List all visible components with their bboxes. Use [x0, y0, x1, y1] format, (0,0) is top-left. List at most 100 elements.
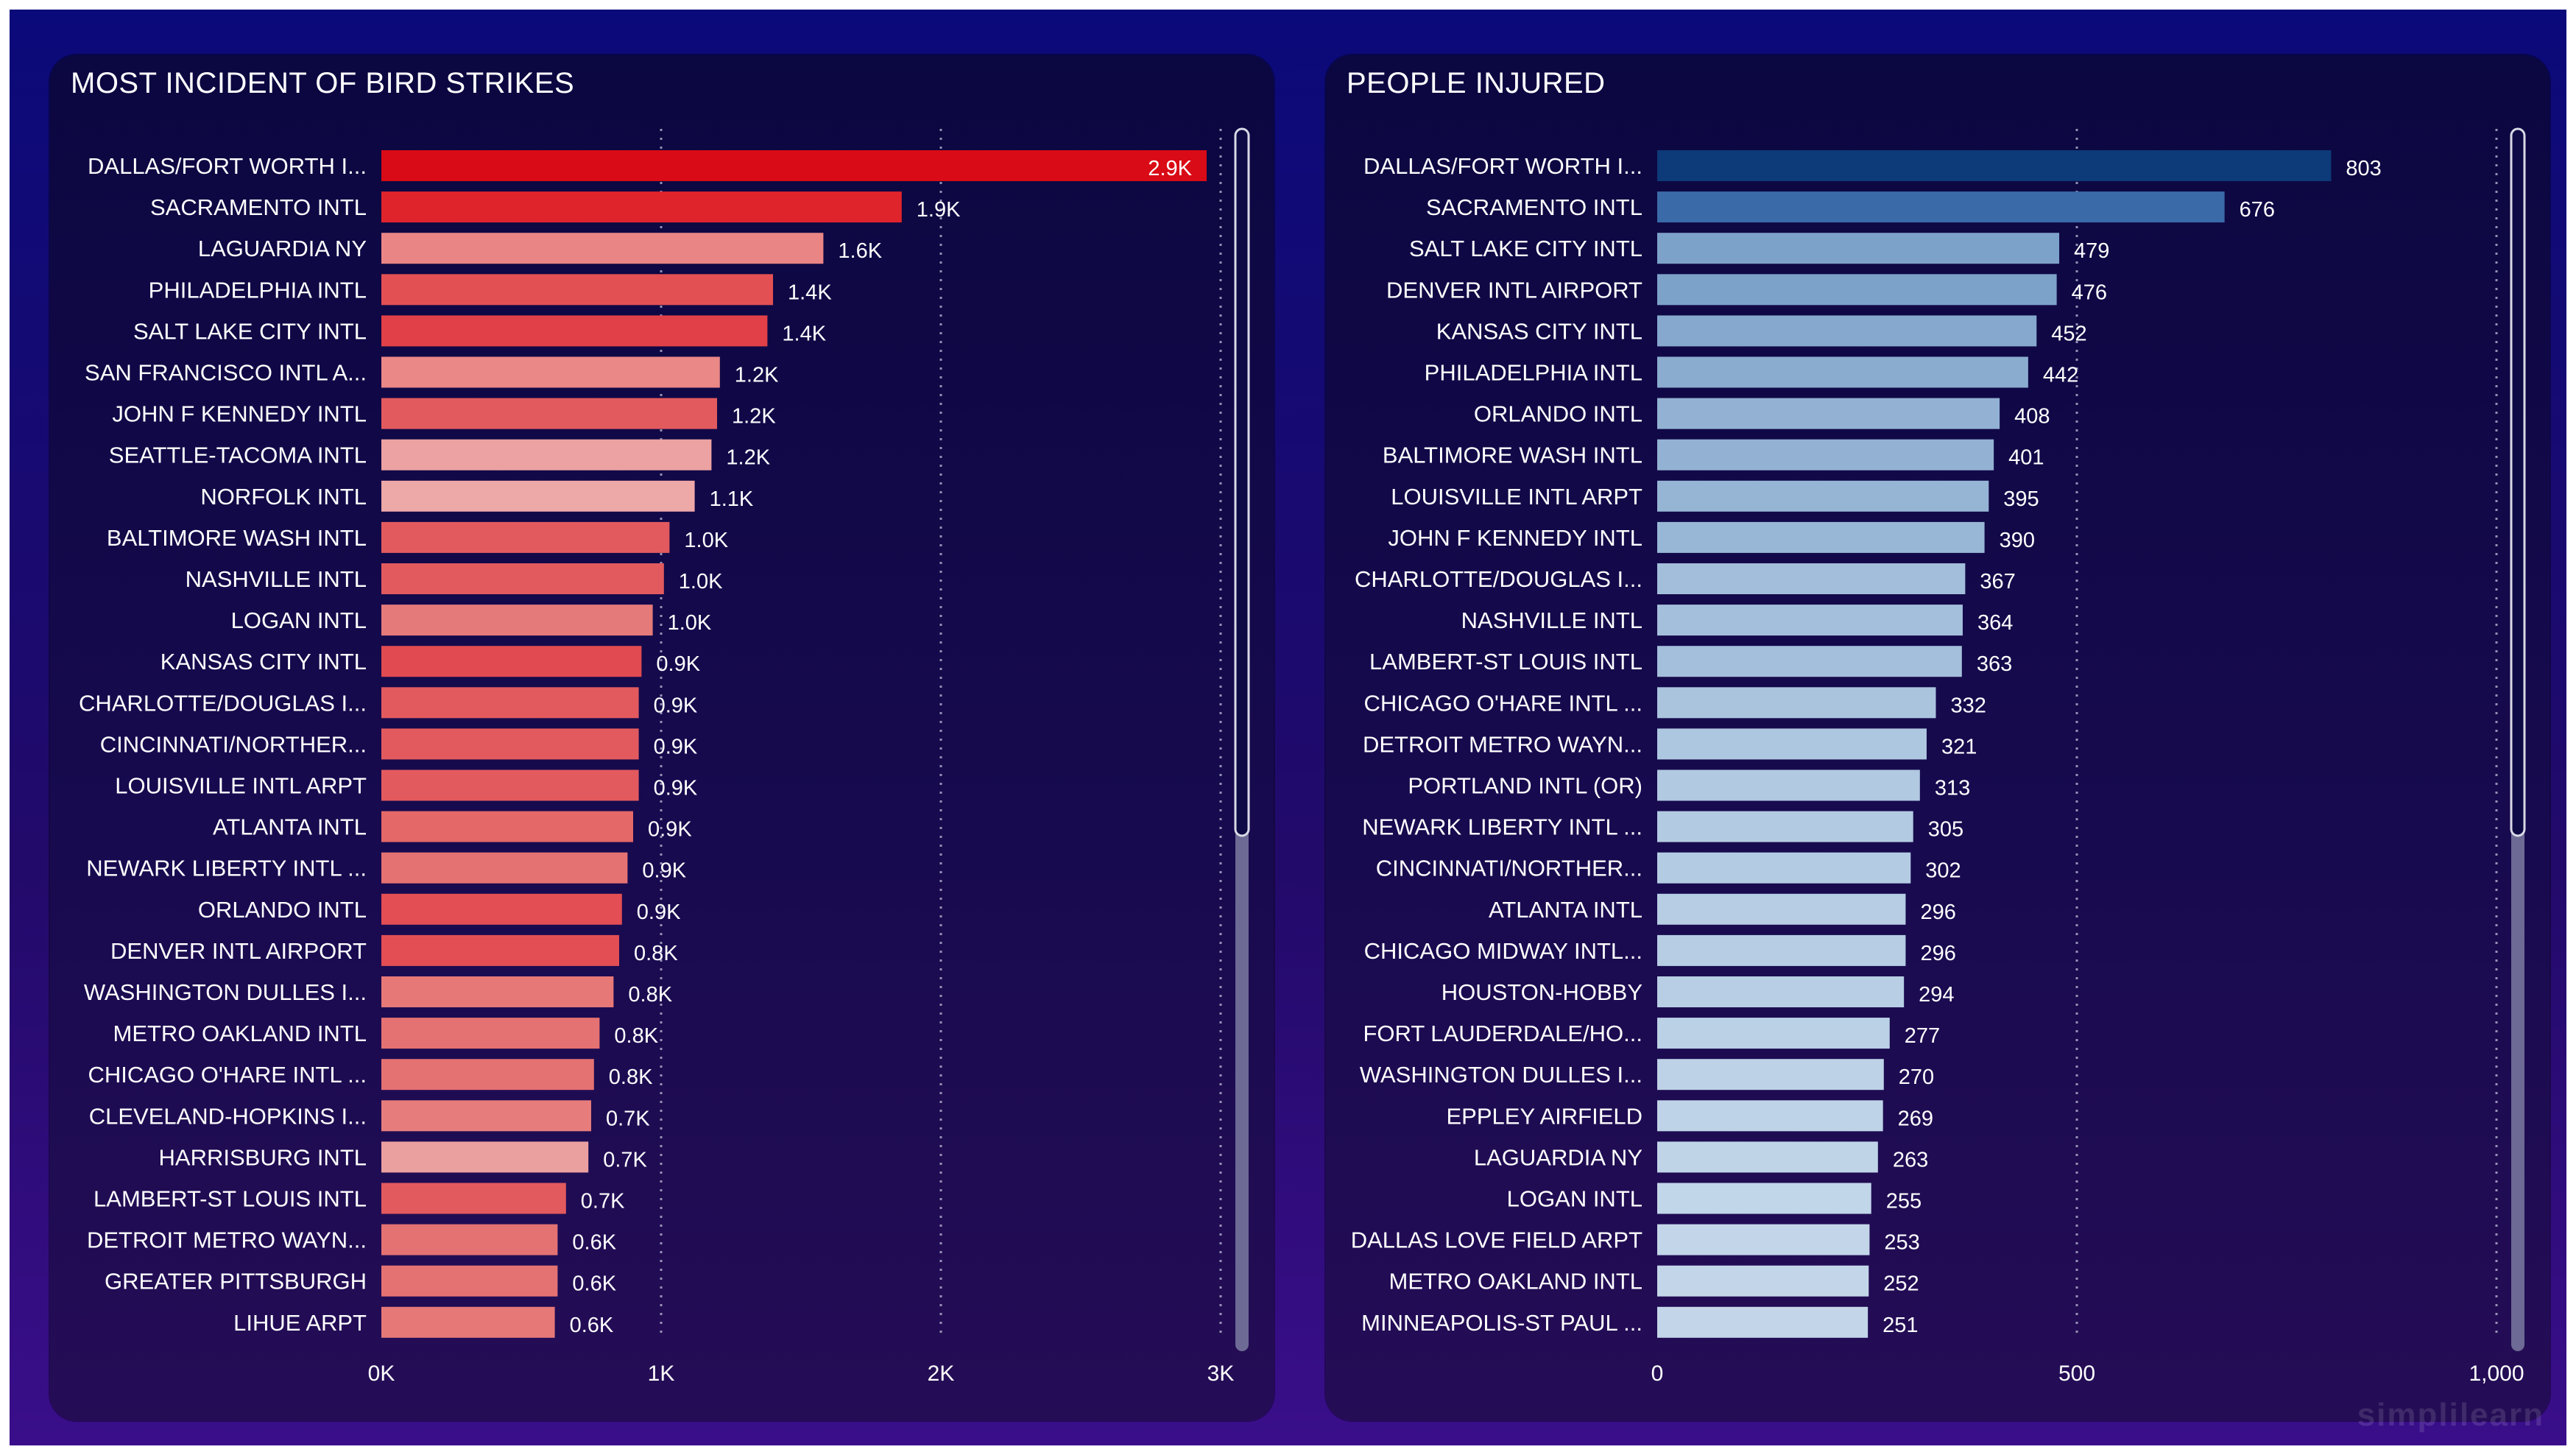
bar[interactable]: [1657, 852, 1911, 884]
value-label: 0.9K: [648, 818, 692, 842]
bar[interactable]: [1657, 521, 1985, 553]
value-label: 0.8K: [628, 983, 672, 1007]
category-label: LOUISVILLE INTL ARPT: [1391, 484, 1642, 510]
bar[interactable]: [381, 1100, 591, 1132]
category-label: DENVER INTL AIRPORT: [110, 938, 367, 964]
category-label: DENVER INTL AIRPORT: [1386, 277, 1642, 303]
bar[interactable]: [1657, 233, 2060, 264]
bar[interactable]: [1657, 439, 1994, 471]
bar[interactable]: [1657, 1100, 1883, 1132]
category-label: CINCINNATI/NORTHER...: [1376, 856, 1642, 881]
bar[interactable]: [381, 728, 639, 760]
category-label: SACRAMENTO INTL: [1426, 194, 1642, 220]
value-label: 0.7K: [581, 1190, 625, 1213]
bar[interactable]: [381, 315, 768, 347]
bar[interactable]: [381, 646, 642, 677]
bar[interactable]: [1657, 728, 1927, 760]
bar[interactable]: [1657, 976, 1905, 1007]
value-label: 1.2K: [735, 364, 779, 387]
bar[interactable]: [381, 439, 712, 471]
value-label: 390: [2000, 529, 2035, 552]
value-label: 676: [2240, 198, 2275, 222]
bar[interactable]: [1657, 934, 1906, 966]
bar[interactable]: [1657, 1141, 1878, 1173]
bar[interactable]: [381, 976, 614, 1007]
value-label: 2.9K: [1148, 157, 1192, 180]
bar[interactable]: [1657, 769, 1920, 801]
bar[interactable]: [381, 1224, 558, 1255]
value-label: 305: [1928, 818, 1963, 842]
bar[interactable]: [381, 605, 653, 636]
category-label: LAGUARDIA NY: [1474, 1144, 1642, 1170]
bar[interactable]: [1657, 687, 1936, 719]
bar[interactable]: [381, 563, 664, 594]
bar[interactable]: [1657, 1306, 1869, 1338]
category-label: KANSAS CITY INTL: [1436, 318, 1642, 344]
bar[interactable]: [381, 398, 717, 429]
bar[interactable]: [381, 274, 773, 306]
bar[interactable]: [1657, 1183, 1871, 1214]
bar[interactable]: [1657, 480, 1989, 512]
value-label: 0.9K: [637, 901, 681, 924]
bar[interactable]: [381, 1018, 600, 1049]
value-label: 1.0K: [684, 529, 728, 552]
bar[interactable]: [381, 1183, 566, 1214]
bar[interactable]: [381, 480, 695, 512]
x-axis-tick-labels: 0 500 1,000: [1651, 1361, 2524, 1386]
bar[interactable]: [381, 811, 633, 842]
bar[interactable]: [381, 1306, 555, 1338]
bar[interactable]: [381, 150, 1207, 181]
value-label: 263: [1893, 1148, 1928, 1172]
bar[interactable]: [381, 687, 639, 719]
bar[interactable]: [1657, 1224, 1870, 1255]
bar[interactable]: [381, 893, 622, 925]
category-label: WASHINGTON DULLES I...: [1360, 1062, 1642, 1088]
bar[interactable]: [1657, 315, 2037, 347]
category-label: DALLAS/FORT WORTH I...: [1363, 153, 1642, 179]
scrollbar[interactable]: [2510, 127, 2526, 1351]
value-label: 0.7K: [606, 1107, 650, 1130]
scrollbar[interactable]: [1234, 127, 1250, 1351]
bar[interactable]: [1657, 150, 2332, 181]
bar[interactable]: [1657, 1265, 1869, 1297]
category-label: CINCINNATI/NORTHER...: [100, 731, 367, 757]
category-label: ATLANTA INTL: [1489, 897, 1642, 923]
bar[interactable]: [1657, 893, 1906, 925]
bar[interactable]: [381, 1141, 589, 1173]
scrollbar-thumb[interactable]: [2510, 127, 2526, 837]
bar[interactable]: [1657, 646, 1962, 677]
x-tick-label: 1K: [648, 1361, 675, 1386]
value-label: 296: [1920, 942, 1955, 965]
bar[interactable]: [1657, 811, 1913, 842]
x-axis-tick-labels: 0K 1K 2K 3K: [368, 1361, 1235, 1386]
scrollbar-thumb[interactable]: [1234, 127, 1250, 837]
value-label: 294: [1919, 983, 1954, 1007]
category-label: NEWARK LIBERTY INTL ...: [86, 856, 367, 881]
bar[interactable]: [1657, 191, 2225, 223]
value-label: 302: [1925, 859, 1961, 883]
bar[interactable]: [1657, 356, 2028, 388]
category-labels: DALLAS/FORT WORTH I... SACRAMENTO INTL SAL…: [1351, 153, 1642, 1336]
value-label: 321: [1941, 735, 1977, 758]
category-label: NEWARK LIBERTY INTL ...: [1362, 814, 1642, 840]
bar[interactable]: [1657, 274, 2057, 306]
bar[interactable]: [381, 521, 670, 553]
bar[interactable]: [381, 769, 639, 801]
bar[interactable]: [381, 934, 619, 966]
bar[interactable]: [1657, 398, 2000, 429]
value-label: 1.2K: [726, 446, 770, 470]
value-label: 442: [2043, 364, 2078, 387]
bar[interactable]: [381, 1059, 594, 1091]
value-label: 395: [2003, 487, 2039, 511]
x-tick-label: 2K: [928, 1361, 955, 1386]
bar[interactable]: [381, 356, 720, 388]
bar[interactable]: [1657, 1018, 1890, 1049]
bar[interactable]: [1657, 605, 1963, 636]
bar[interactable]: [1657, 1059, 1884, 1091]
value-label: 0.7K: [603, 1148, 647, 1172]
bar[interactable]: [381, 233, 824, 264]
bar[interactable]: [1657, 563, 1966, 594]
bar[interactable]: [381, 852, 628, 884]
bar[interactable]: [381, 1265, 558, 1297]
bar[interactable]: [381, 191, 902, 223]
